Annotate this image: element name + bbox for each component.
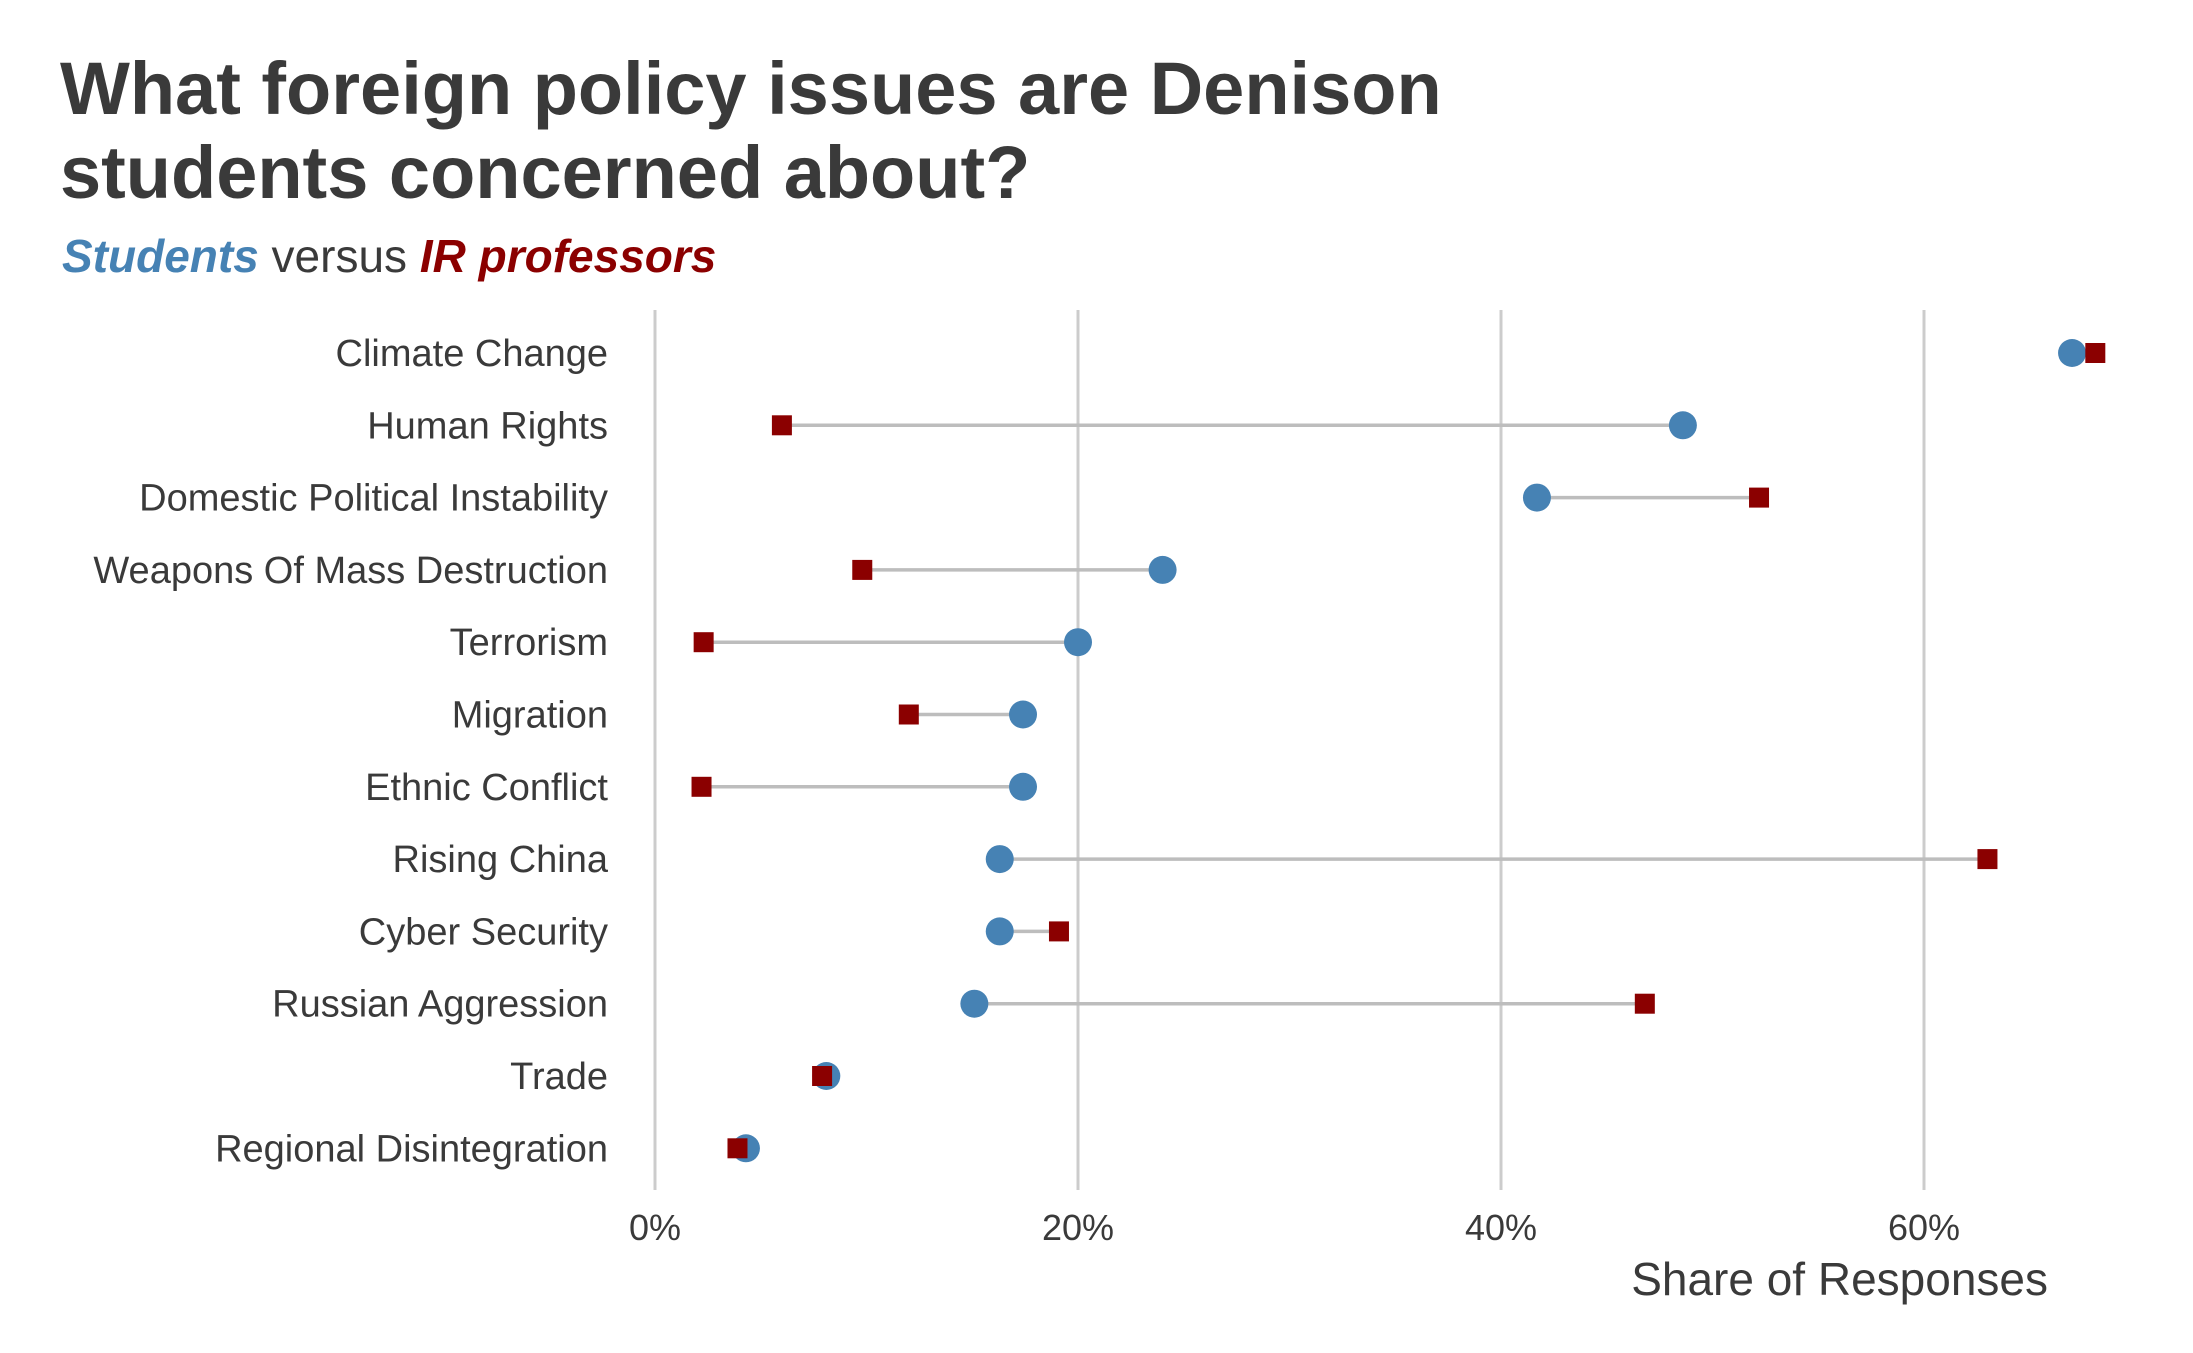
professor-point (691, 776, 712, 797)
student-point (985, 845, 1014, 874)
student-point (1522, 483, 1551, 512)
student-point (1148, 555, 1177, 584)
category-label: Trade (510, 1056, 608, 1098)
professor-point (1749, 487, 1770, 508)
category-label: Ethnic Conflict (365, 767, 608, 809)
professor-point (1634, 993, 1655, 1014)
professor-point (727, 1138, 748, 1159)
professor-point (898, 704, 919, 725)
x-axis-ticks: 0% 20% 40% 60% (629, 1207, 1960, 1248)
student-point (1064, 628, 1092, 657)
category-label: Weapons Of Mass Destruction (93, 550, 608, 592)
chart-title-line-1: What foreign policy issues are Denison (60, 47, 1442, 130)
student-point (960, 989, 989, 1018)
chart-title-line-2: students concerned about? (60, 131, 1030, 214)
student-points (731, 339, 2087, 1163)
x-tick-label: 40% (1465, 1207, 1537, 1248)
category-label: Rising China (393, 839, 609, 881)
professor-point (812, 1066, 833, 1086)
professor-point (771, 415, 792, 436)
category-label: Cyber Security (359, 911, 608, 953)
category-label: Human Rights (367, 405, 608, 447)
category-label: Domestic Political Instability (139, 478, 608, 520)
chart-title: What foreign policy issues are Denison s… (60, 47, 1442, 214)
subtitle-versus: versus (259, 230, 420, 282)
x-tick-label: 60% (1888, 1207, 1960, 1248)
x-tick-label: 20% (1042, 1207, 1114, 1248)
x-tick-label: 0% (629, 1207, 681, 1248)
professor-point (852, 559, 873, 580)
professor-point (693, 632, 714, 653)
student-point (1668, 411, 1697, 440)
professor-point (1048, 921, 1069, 942)
category-label: Regional Disintegration (215, 1128, 608, 1170)
professor-point (2085, 343, 2106, 363)
professor-point (1977, 849, 1998, 870)
x-axis-title: Share of Responses (1631, 1253, 2048, 1305)
category-labels: Climate Change Human Rights Domestic Polit… (93, 333, 608, 1170)
subtitle-professors: IR professors (420, 230, 717, 282)
subtitle-students: Students (62, 230, 259, 282)
student-point (2058, 339, 2087, 367)
student-point (1009, 772, 1038, 801)
connectors (701, 351, 2096, 1151)
grid-lines (653, 310, 1926, 1190)
chart-subtitle: Students versus IR professors (62, 230, 716, 282)
category-label: Climate Change (336, 333, 608, 375)
professor-points (691, 343, 2106, 1159)
category-label: Russian Aggression (272, 984, 608, 1026)
category-label: Migration (452, 695, 608, 737)
category-label: Terrorism (450, 622, 608, 664)
student-point (985, 917, 1014, 946)
student-point (1009, 700, 1038, 729)
